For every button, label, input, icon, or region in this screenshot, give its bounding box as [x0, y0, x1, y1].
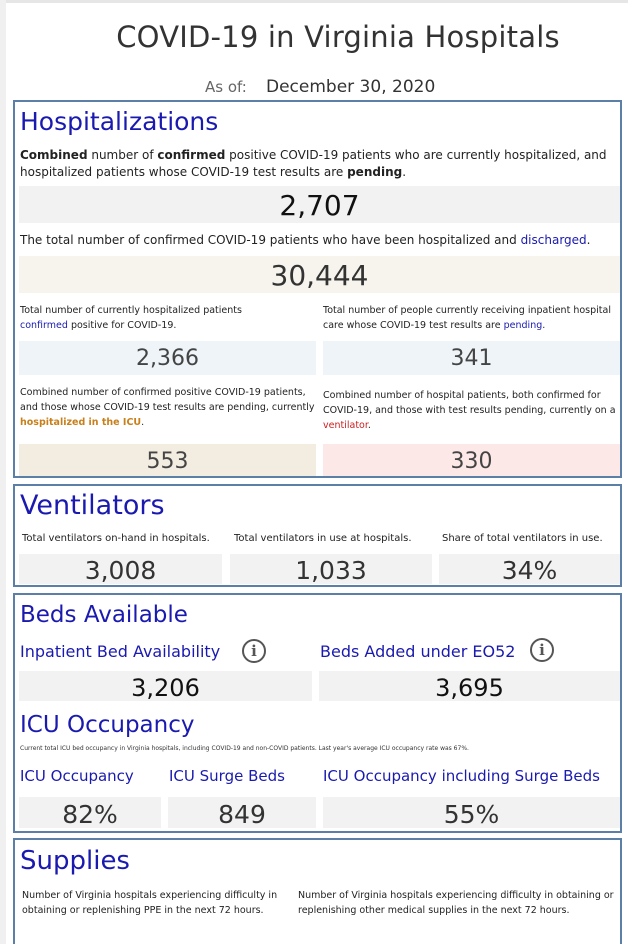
confirmed-description: Total number of currently hospitalized p…	[20, 305, 242, 331]
other-supplies-description: Number of Virginia hospitals experiencin…	[298, 890, 614, 916]
icu-occupancy-label: ICU Occupancy	[20, 767, 134, 785]
discharged-value: 30,444	[19, 256, 620, 293]
ventilators-panel: Ventilators Total ventilators on-hand in…	[13, 484, 622, 587]
vents-share-label: Share of total ventilators in use.	[442, 533, 603, 544]
beds-heading: Beds Available	[20, 602, 188, 628]
left-edge	[0, 0, 6, 944]
supplies-heading: Supplies	[20, 846, 130, 876]
icu-description: Combined number of confirmed positive CO…	[20, 387, 315, 428]
inpatient-bed-value: 3,206	[19, 671, 312, 702]
icu-occupancy-description: Current total ICU bed occupancy in Virgi…	[20, 745, 469, 752]
vents-onhand-label: Total ventilators on-hand in hospitals.	[22, 533, 210, 544]
ventilator-patients-value: 330	[323, 444, 620, 476]
icu-surge-label: ICU Surge Beds	[169, 767, 285, 785]
current-hospitalized-value: 2,707	[19, 186, 620, 223]
icu-incl-surge-value: 55%	[323, 797, 620, 829]
icu-occupancy-value: 82%	[19, 797, 161, 829]
ventilators-heading: Ventilators	[20, 490, 165, 521]
confirmed-value: 2,366	[19, 341, 316, 375]
beds-added-info-icon[interactable]: i	[530, 638, 554, 662]
as-of-date: December 30, 2020	[266, 77, 436, 97]
hospitalizations-panel: Hospitalizations Combined number of conf…	[13, 100, 622, 478]
pending-description: Total number of people currently receivi…	[323, 305, 611, 331]
vents-share-value: 34%	[439, 554, 620, 585]
page-title: COVID-19 in Virginia Hospitals	[116, 20, 560, 54]
beds-added-label: Beds Added under EO52	[320, 642, 516, 661]
inpatient-info-icon[interactable]: i	[242, 639, 266, 663]
current-hospitalized-description: Combined number of confirmed positive CO…	[20, 148, 607, 179]
inpatient-bed-label: Inpatient Bed Availability	[20, 642, 221, 661]
beds-panel: Beds Available Inpatient Bed Availabilit…	[13, 593, 622, 833]
top-divider	[0, 0, 628, 3]
vents-inuse-value: 1,033	[230, 554, 432, 585]
icu-incl-surge-label: ICU Occupancy including Surge Beds	[323, 767, 600, 785]
beds-added-value: 3,695	[319, 671, 620, 702]
icu-value: 553	[19, 444, 316, 476]
ppe-description: Number of Virginia hospitals experiencin…	[22, 890, 278, 916]
ventilator-description: Combined number of hospital patients, bo…	[323, 390, 616, 431]
icu-surge-value: 849	[168, 797, 316, 829]
discharged-description: The total number of confirmed COVID-19 p…	[20, 233, 591, 247]
vents-onhand-value: 3,008	[19, 554, 222, 585]
hospitalizations-heading: Hospitalizations	[20, 107, 219, 136]
pending-value: 341	[323, 341, 620, 375]
supplies-panel: Supplies Number of Virginia hospitals ex…	[13, 838, 622, 944]
as-of-label: As of:	[205, 78, 247, 96]
vents-inuse-label: Total ventilators in use at hospitals.	[234, 533, 412, 544]
icu-occupancy-heading: ICU Occupancy	[20, 712, 195, 738]
